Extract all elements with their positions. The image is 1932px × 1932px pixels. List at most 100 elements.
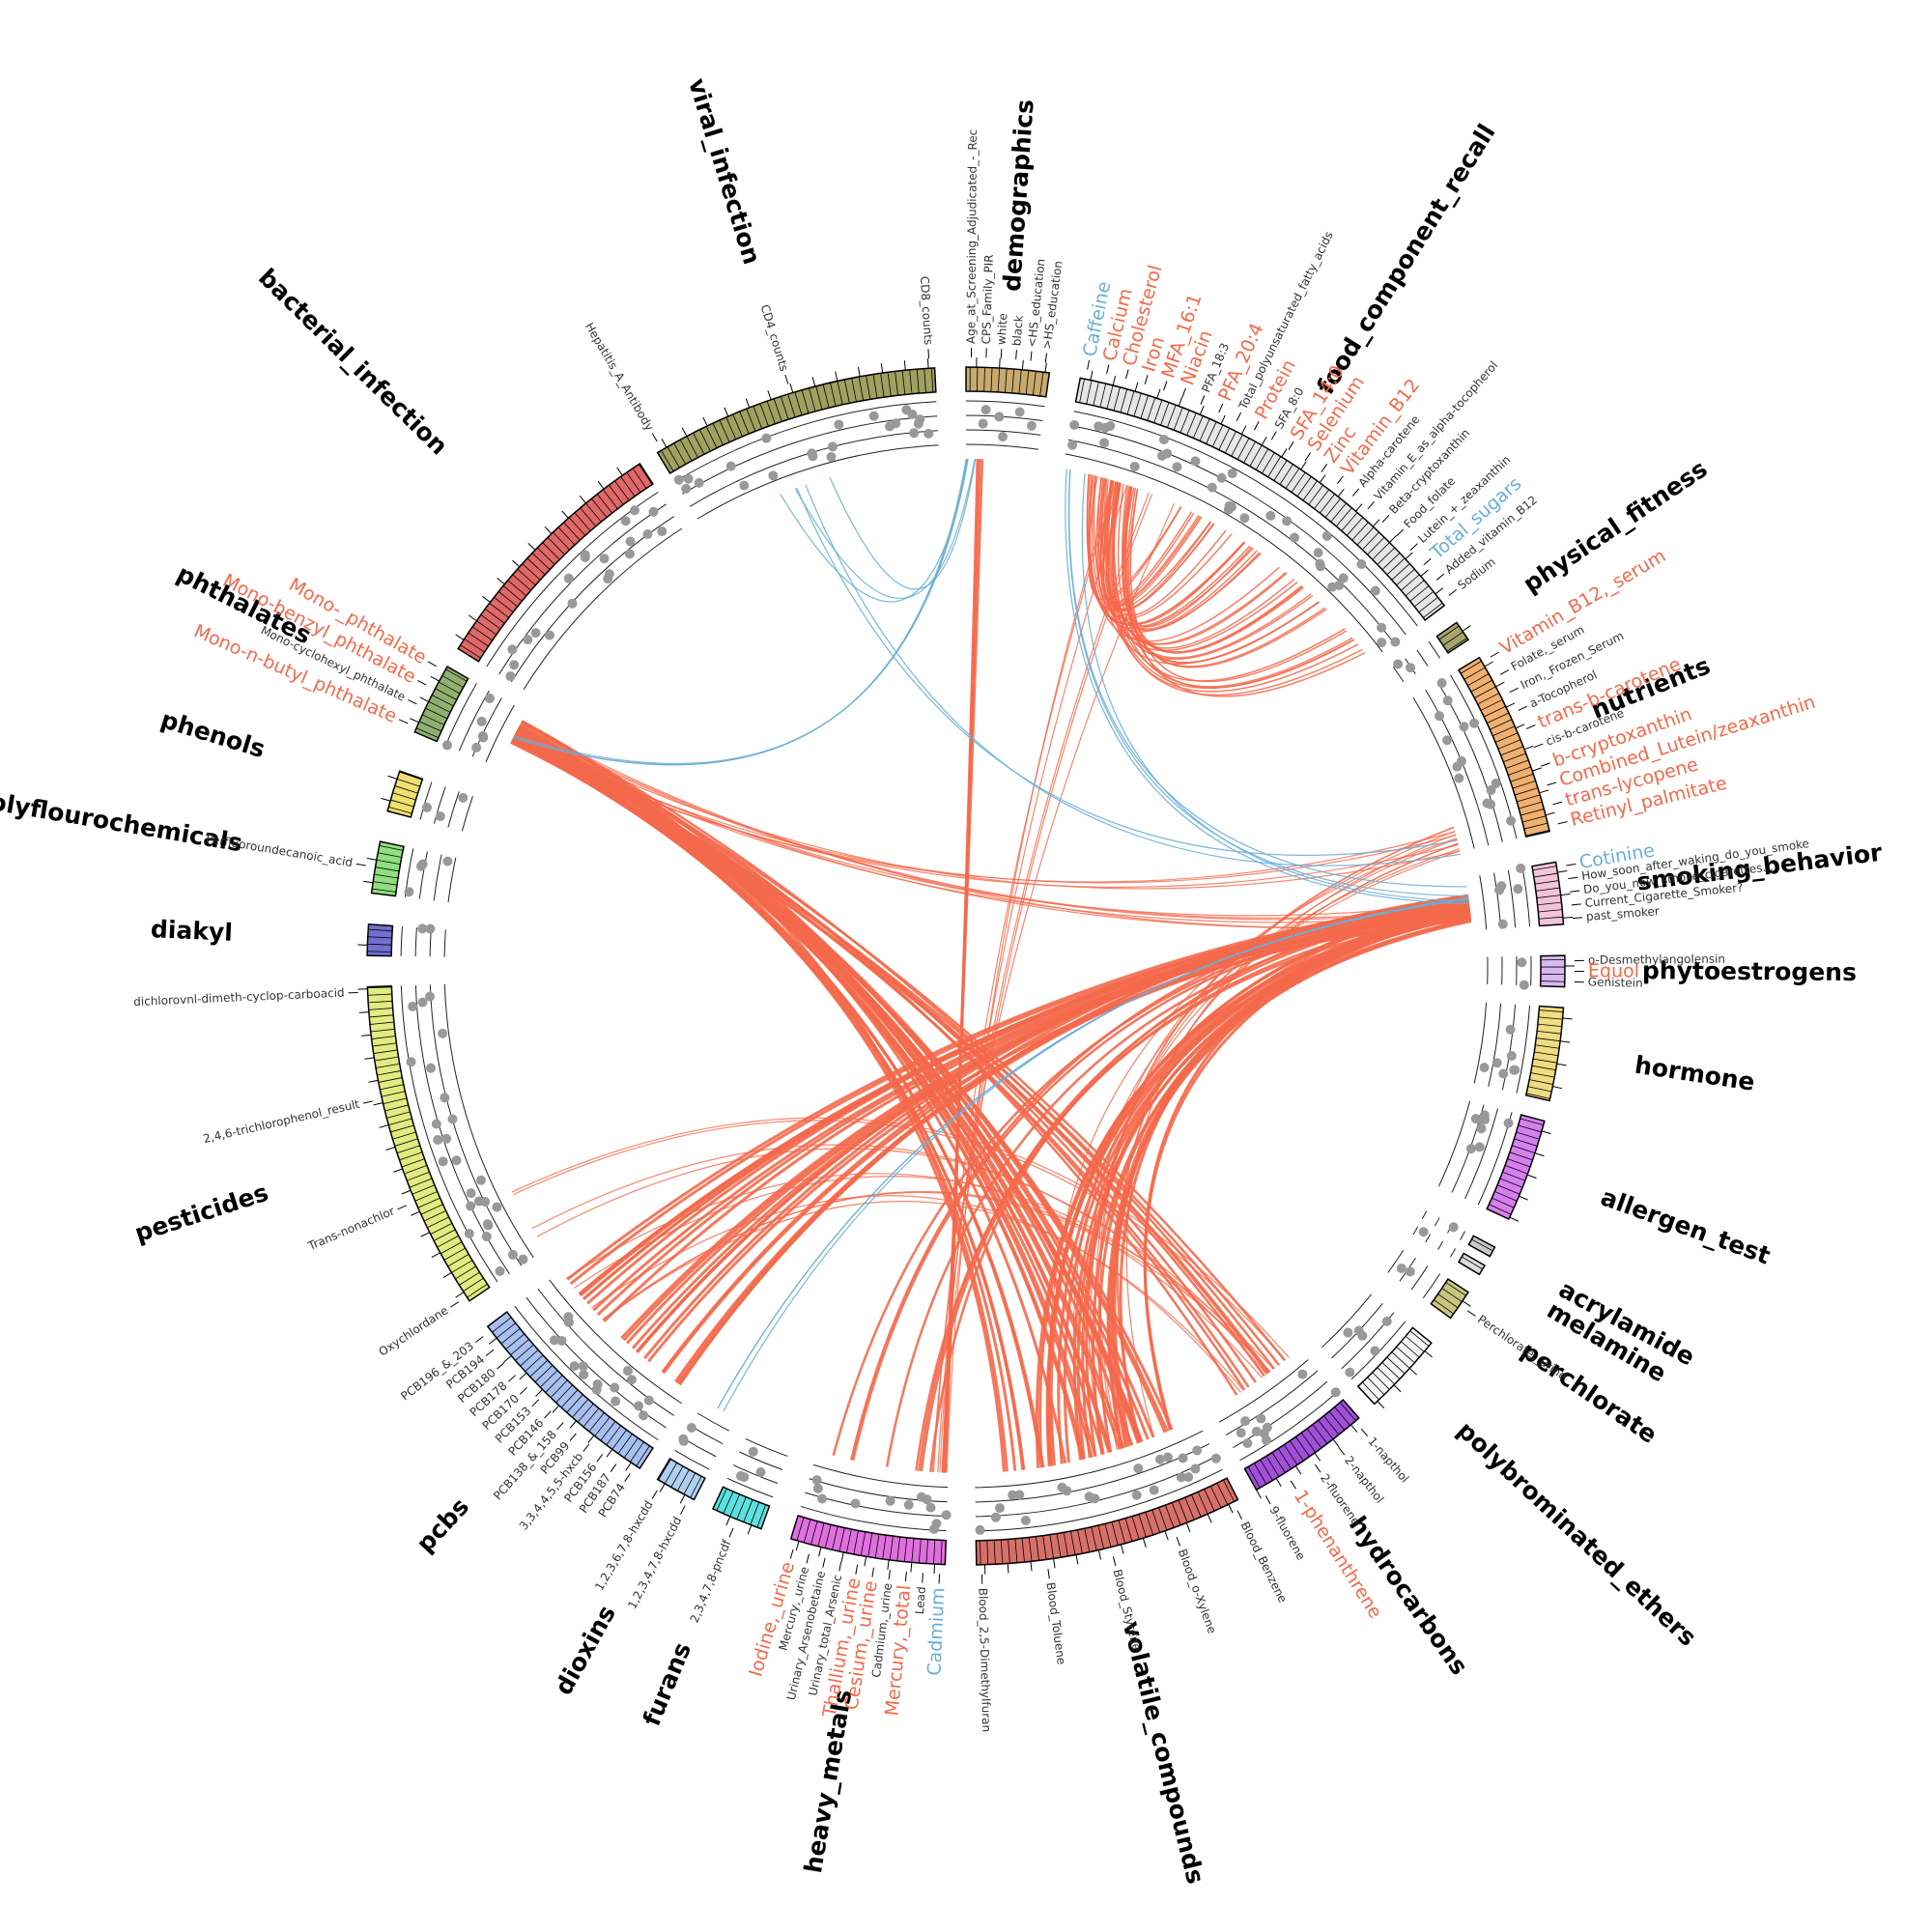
band-divider [609, 485, 624, 505]
tick [1332, 1438, 1340, 1448]
band-divider [606, 1425, 622, 1446]
tick [1526, 1174, 1537, 1179]
band-divider [1262, 452, 1275, 474]
band-divider [1446, 638, 1468, 652]
link [1124, 486, 1327, 668]
tick [1275, 1478, 1282, 1488]
track [1421, 1210, 1428, 1220]
tick [368, 1079, 379, 1083]
label-connector [1087, 359, 1091, 370]
band-divider [1000, 1539, 1004, 1564]
link [796, 487, 1458, 857]
dot [1176, 1472, 1186, 1483]
band-divider [1418, 596, 1438, 612]
band-divider [553, 531, 570, 551]
dot [1494, 885, 1505, 895]
dot [980, 405, 991, 415]
band-divider [1521, 815, 1547, 823]
band-divider [614, 480, 630, 501]
band-divider [367, 936, 392, 939]
band-divider [531, 553, 551, 570]
dot [530, 628, 541, 639]
band-divider [1460, 661, 1482, 674]
band-divider [1504, 1165, 1528, 1175]
track [965, 400, 1045, 408]
dot [1436, 678, 1447, 689]
variable-label: 2,4,6-trichlorophenol_result [202, 1097, 361, 1146]
track [674, 401, 937, 482]
band-divider [867, 1532, 873, 1557]
track [1477, 1112, 1513, 1206]
dot [1259, 1428, 1269, 1438]
tick [430, 675, 440, 682]
band-divider [1534, 1051, 1559, 1057]
band-divider [725, 416, 737, 440]
band-divider [990, 367, 993, 392]
tick [1484, 661, 1493, 668]
tick [1178, 396, 1183, 407]
band-divider [505, 1333, 526, 1350]
track [732, 1464, 779, 1485]
tick [1256, 1490, 1262, 1499]
band-divider [1289, 1440, 1304, 1462]
tick [410, 718, 419, 724]
band-divider [1008, 1539, 1010, 1564]
band-divider [1377, 547, 1396, 565]
band-divider [431, 695, 454, 707]
track [1225, 1370, 1319, 1435]
label-connector [1144, 375, 1149, 384]
band-divider [602, 489, 618, 509]
band-divider [588, 1412, 605, 1433]
band-divider [377, 1070, 402, 1076]
dot [811, 1475, 822, 1486]
band-divider [550, 1379, 568, 1399]
band-divider [1523, 822, 1548, 830]
dot [471, 742, 482, 753]
track [537, 1288, 674, 1416]
dot [481, 1232, 492, 1242]
dot [473, 1196, 484, 1207]
band-divider [1381, 1362, 1401, 1379]
dot [466, 1201, 476, 1211]
band-divider [460, 644, 481, 659]
band-divider [443, 1247, 466, 1261]
band-divider [463, 1277, 484, 1293]
track [1422, 1273, 1441, 1299]
tick [789, 383, 794, 393]
dot [1099, 438, 1110, 448]
tick [1021, 359, 1024, 370]
band-divider [895, 371, 898, 396]
tick [1030, 1561, 1033, 1572]
tick [767, 390, 772, 400]
band-divider [423, 1209, 446, 1222]
band-divider [594, 1416, 611, 1436]
tick [1097, 1549, 1102, 1560]
variable-label: 2-napthol [1342, 1454, 1386, 1506]
tick [1199, 405, 1205, 415]
label-connector [497, 1362, 505, 1370]
band-divider [1519, 801, 1543, 810]
dot [549, 1335, 559, 1346]
band-divider [830, 383, 837, 407]
dot [1435, 711, 1445, 722]
track [1501, 1004, 1517, 1091]
track [419, 781, 433, 820]
band-divider [872, 374, 878, 399]
dot [1454, 773, 1464, 783]
band-divider [617, 1434, 633, 1454]
band-divider [376, 859, 401, 866]
band-divider [515, 1344, 534, 1361]
dot [990, 1512, 1001, 1522]
band-divider [918, 1539, 922, 1564]
track [805, 1492, 948, 1518]
band-divider [1463, 667, 1486, 680]
band-divider [1434, 1299, 1454, 1315]
dot [1105, 420, 1116, 431]
band-divider [1441, 1288, 1463, 1302]
band-divider [585, 502, 602, 523]
dot [826, 451, 837, 462]
dot [1149, 1485, 1159, 1495]
band-divider [1537, 1023, 1562, 1028]
track [1450, 1248, 1457, 1258]
dot [1492, 1058, 1502, 1068]
